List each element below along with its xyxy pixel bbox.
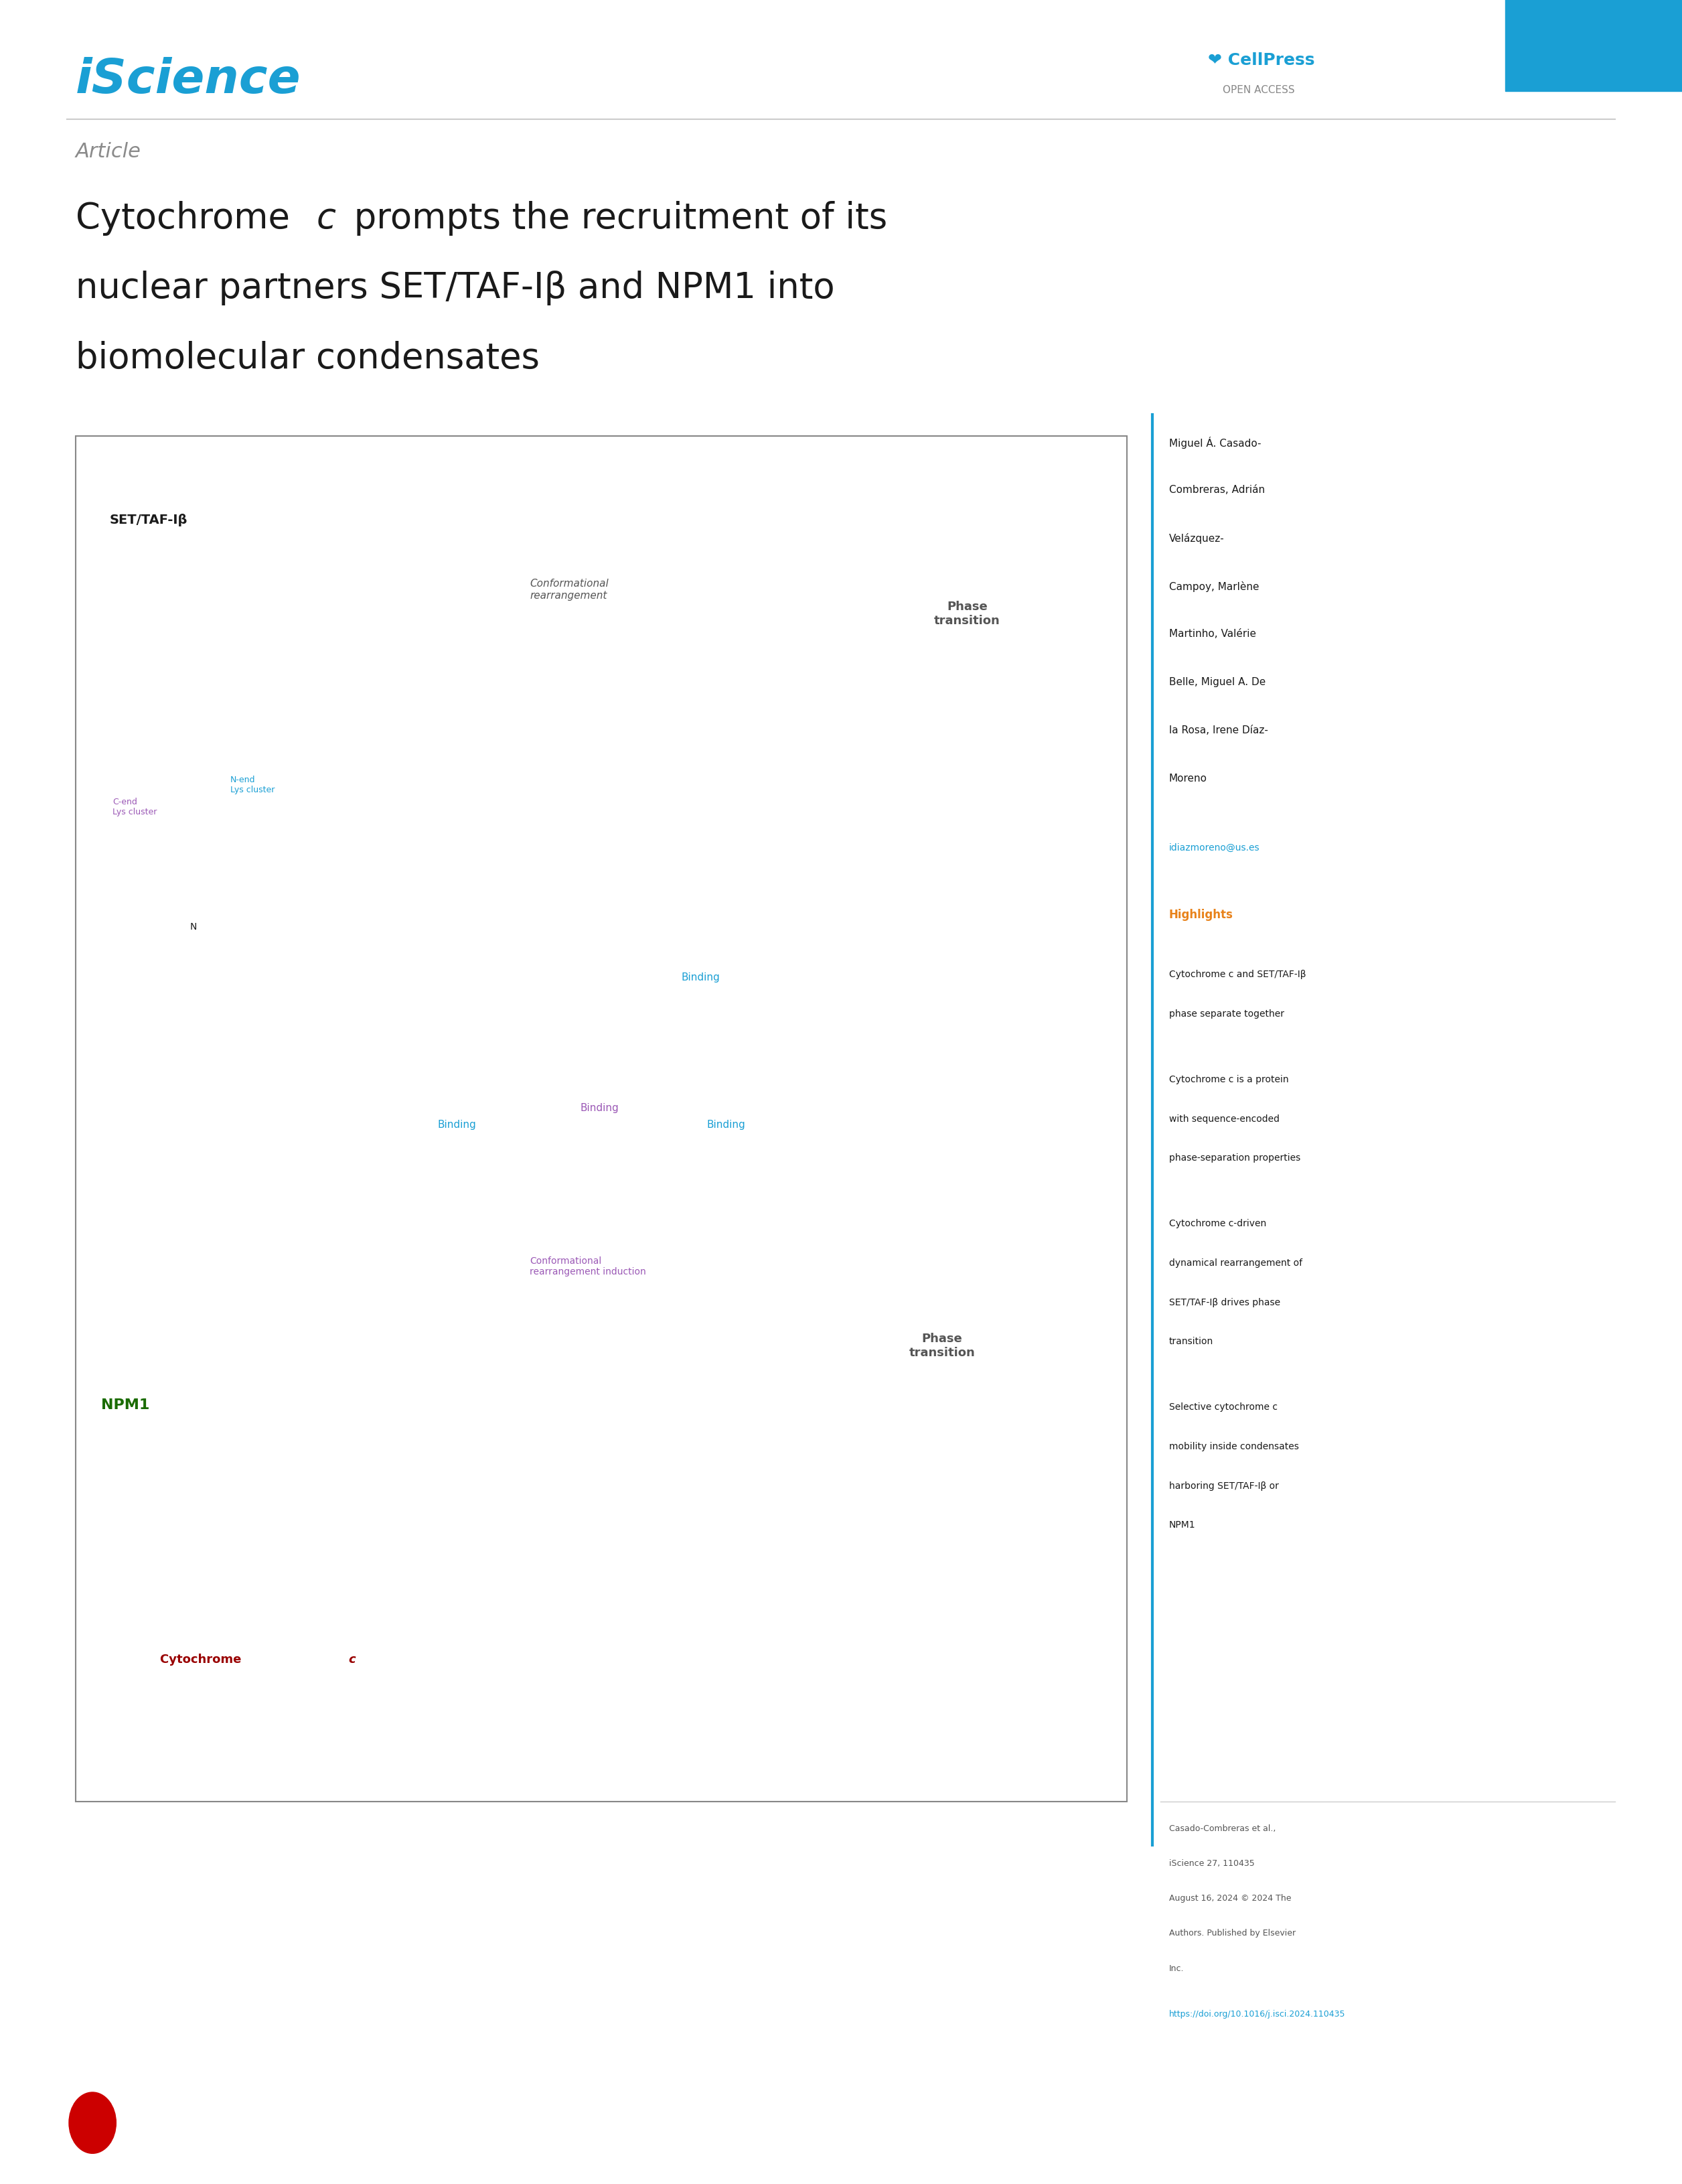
Text: Binding: Binding: [706, 1118, 745, 1129]
Text: Cytochrome: Cytochrome: [160, 1653, 246, 1666]
Circle shape: [69, 2092, 116, 2153]
Text: Binding: Binding: [437, 1118, 476, 1129]
Text: Cytochrome: Cytochrome: [76, 201, 301, 236]
Text: Cytochrome c is a protein: Cytochrome c is a protein: [1169, 1075, 1288, 1083]
Text: Cytochrome c and SET/TAF-Iβ: Cytochrome c and SET/TAF-Iβ: [1169, 970, 1305, 978]
Text: Combreras, Adrián: Combreras, Adrián: [1169, 485, 1265, 496]
Text: biomolecular condensates: biomolecular condensates: [76, 341, 540, 376]
Text: Phase
transition: Phase transition: [934, 601, 1001, 627]
Text: C-end
Lys cluster: C-end Lys cluster: [113, 797, 156, 817]
Text: Velázquez-: Velázquez-: [1169, 533, 1224, 544]
Text: Martinho, Valérie: Martinho, Valérie: [1169, 629, 1256, 640]
Text: Miguel Á. Casado-: Miguel Á. Casado-: [1169, 437, 1262, 450]
Text: SET/TAF-Iβ: SET/TAF-Iβ: [109, 513, 187, 526]
Text: https://doi.org/10.1016/j.isci.2024.110435: https://doi.org/10.1016/j.isci.2024.1104…: [1169, 2009, 1346, 2018]
Text: dynamical rearrangement of: dynamical rearrangement of: [1169, 1258, 1302, 1267]
Text: Inc.: Inc.: [1169, 1963, 1184, 1972]
Text: OPEN ACCESS: OPEN ACCESS: [1223, 85, 1295, 96]
Text: Belle, Miguel A. De: Belle, Miguel A. De: [1169, 677, 1265, 688]
Text: nuclear partners SET/TAF-Iβ and NPM1 into: nuclear partners SET/TAF-Iβ and NPM1 int…: [76, 271, 834, 306]
Text: iScience 27, 110435: iScience 27, 110435: [1169, 1859, 1255, 1867]
Text: transition: transition: [1169, 1337, 1213, 1345]
Text: NPM1: NPM1: [101, 1398, 150, 1411]
Text: phase-separation properties: phase-separation properties: [1169, 1153, 1300, 1162]
Text: c: c: [316, 201, 336, 236]
Bar: [1505, 0, 1682, 92]
Text: Phase
transition: Phase transition: [908, 1332, 976, 1358]
Text: N: N: [190, 922, 197, 930]
Text: prompts the recruitment of its: prompts the recruitment of its: [343, 201, 888, 236]
Text: phase separate together: phase separate together: [1169, 1009, 1283, 1018]
Text: NPM1: NPM1: [1169, 1520, 1196, 1529]
Text: harboring SET/TAF-Iβ or: harboring SET/TAF-Iβ or: [1169, 1481, 1278, 1489]
Text: Conformational
rearrangement: Conformational rearrangement: [530, 579, 609, 601]
Text: Selective cytochrome c: Selective cytochrome c: [1169, 1402, 1277, 1411]
Text: Conformational
rearrangement induction: Conformational rearrangement induction: [530, 1256, 646, 1275]
Text: SET/TAF-Iβ drives phase: SET/TAF-Iβ drives phase: [1169, 1297, 1280, 1306]
Text: N-end
Lys cluster: N-end Lys cluster: [230, 775, 274, 795]
Text: idiazmoreno@us.es: idiazmoreno@us.es: [1169, 843, 1260, 852]
Text: Binding: Binding: [681, 972, 720, 983]
Text: c: c: [348, 1653, 355, 1666]
Text: iScience: iScience: [76, 57, 301, 103]
Text: ❤ CellPress: ❤ CellPress: [1208, 52, 1314, 68]
Text: la Rosa, Irene Díaz-: la Rosa, Irene Díaz-: [1169, 725, 1268, 736]
Text: Authors. Published by Elsevier: Authors. Published by Elsevier: [1169, 1928, 1295, 1937]
Text: Campoy, Marlène: Campoy, Marlène: [1169, 581, 1260, 592]
Text: Binding: Binding: [580, 1103, 619, 1114]
Text: Highlights: Highlights: [1169, 909, 1233, 922]
Text: Cytochrome c-driven: Cytochrome c-driven: [1169, 1219, 1267, 1227]
Text: August 16, 2024 © 2024 The: August 16, 2024 © 2024 The: [1169, 1894, 1292, 1902]
Text: with sequence-encoded: with sequence-encoded: [1169, 1114, 1280, 1123]
Bar: [76, 437, 1127, 1802]
Text: Moreno: Moreno: [1169, 773, 1208, 784]
Text: Article: Article: [76, 142, 141, 162]
Text: Casado-Combreras et al.,: Casado-Combreras et al.,: [1169, 1824, 1275, 1832]
Text: mobility inside condensates: mobility inside condensates: [1169, 1441, 1299, 1450]
